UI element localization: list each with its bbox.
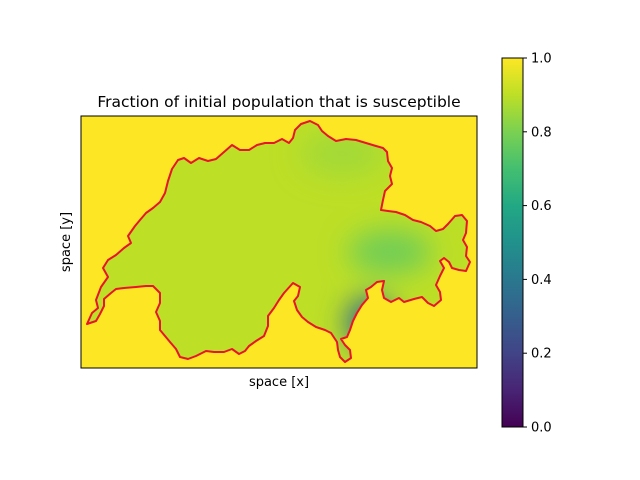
colorbar-gradient (501, 57, 524, 428)
colorbar: 0.0 0.2 0.4 0.6 0.8 1.0 (501, 52, 552, 436)
x-axis-label: space [x] (249, 375, 309, 390)
colorbar-tick-label: 0.0 (531, 421, 552, 436)
colorbar-tick-label: 0.8 (531, 125, 552, 140)
colorbar-tick-label: 1.0 (531, 52, 552, 67)
colorbar-tick-label: 0.2 (531, 347, 552, 362)
colorbar-tick-label: 0.4 (531, 273, 552, 288)
plot-frame (80, 115, 478, 369)
country-outline (86, 120, 471, 363)
chart-title: Fraction of initial population that is s… (97, 93, 460, 111)
y-axis-label: space [y] (59, 212, 74, 272)
heatmap-plot-area (81, 116, 477, 368)
colorbar-ticks: 0.0 0.2 0.4 0.6 0.8 1.0 (523, 52, 552, 436)
colorbar-tick-label: 0.6 (531, 199, 552, 214)
heatmap-feature-2 (347, 230, 432, 275)
